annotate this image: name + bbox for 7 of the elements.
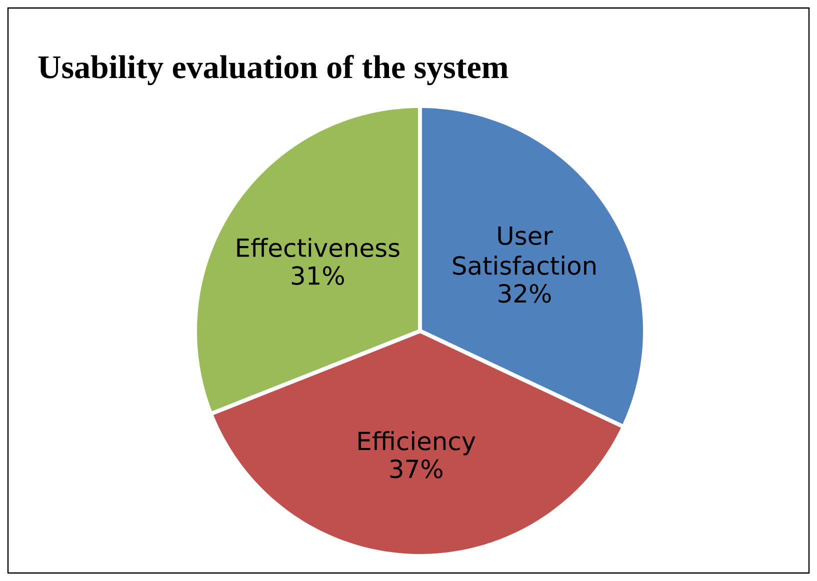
chart-title: Usability evaluation of the system (38, 54, 508, 86)
data-label: 37% (390, 459, 442, 478)
slice-label: Effectiveness (237, 238, 400, 258)
data-label: 32% (498, 284, 551, 303)
slice-label: Efficiency (358, 431, 476, 456)
data-label: 31% (292, 266, 344, 286)
slice-label: User Satisfaction (453, 226, 596, 275)
